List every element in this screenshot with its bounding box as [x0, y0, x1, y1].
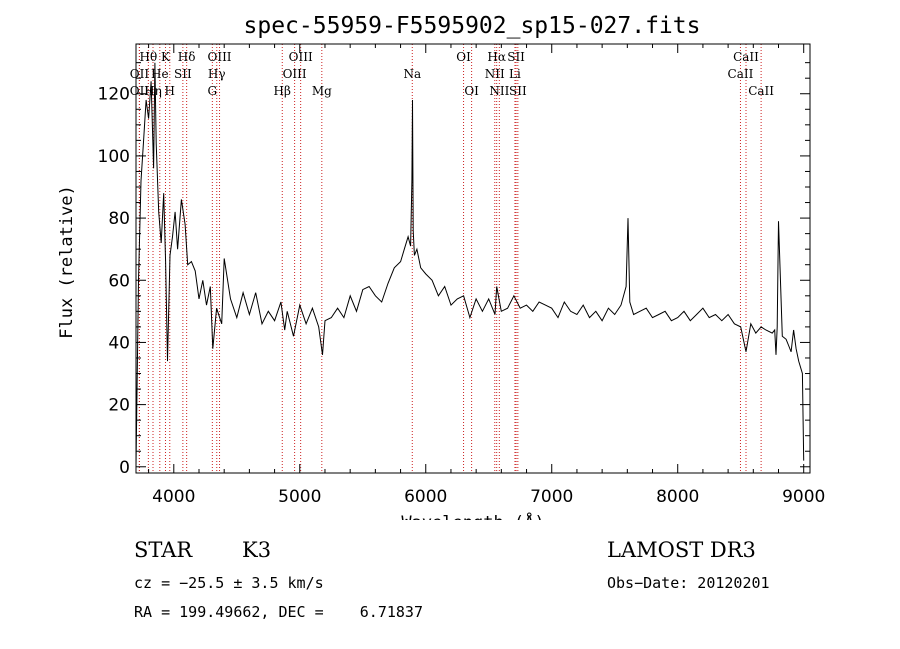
- line-label-13: OIII: [283, 67, 307, 81]
- line-label-11: OIII: [207, 50, 231, 64]
- line-label-27: CaII: [748, 84, 774, 98]
- line-label-8: Hδ: [178, 50, 196, 64]
- line-markers: [138, 44, 762, 473]
- y-tick-label-5: 100: [98, 147, 130, 167]
- line-label-26: CaII: [733, 50, 759, 64]
- x-tick-label-1: 5000: [278, 487, 321, 507]
- line-label-21: NII: [489, 84, 509, 98]
- line-label-17: OI: [456, 50, 471, 64]
- line-label-6: H: [165, 84, 175, 98]
- x-tick-label-5: 9000: [782, 487, 825, 507]
- line-label-1: OII: [130, 67, 150, 81]
- object-subclass: K3: [242, 538, 272, 562]
- line-label-5: K: [161, 50, 171, 64]
- line-label-20: Hα: [487, 50, 506, 64]
- line-label-10: Hγ: [208, 67, 226, 81]
- object-class: STAR: [134, 538, 193, 562]
- line-label-4: He: [151, 67, 169, 81]
- line-label-3: Hη: [144, 84, 162, 98]
- y-tick-label-0: 0: [119, 458, 130, 478]
- line-label-19: NII: [485, 67, 505, 81]
- redshift-info: cz = −25.5 ± 3.5 km/s: [134, 574, 324, 592]
- y-tick-label-2: 40: [108, 333, 130, 353]
- line-label-24: Li: [509, 67, 521, 81]
- y-tick-label-1: 20: [108, 396, 130, 416]
- plot-frame: [135, 43, 811, 474]
- line-labels: HθOIIOIIHηHeKHSIIHδGHγOIIIHβOIIIOIIIMgNa…: [130, 50, 775, 98]
- line-label-25: CaII: [728, 67, 754, 81]
- chart-title: spec-55959-F5595902_sp15-027.fits: [244, 13, 701, 39]
- x-tick-label-0: 4000: [152, 487, 195, 507]
- y-tick-label-3: 60: [108, 271, 130, 291]
- x-tick-label-3: 7000: [530, 487, 573, 507]
- line-label-0: Hθ: [139, 50, 157, 64]
- coordinates: RA = 199.49662, DEC = 6.71837: [134, 603, 423, 621]
- line-label-22: SII: [507, 50, 525, 64]
- spectrum-series: [135, 62, 805, 467]
- line-label-16: Na: [403, 67, 421, 81]
- x-tick-label-4: 8000: [656, 487, 699, 507]
- spectrum-chart: spec-55959-F5595902_sp15-027.fits Hθ OII O…: [57, 13, 825, 520]
- line-label-9: G: [208, 84, 218, 98]
- line-label-7: SII: [174, 67, 192, 81]
- y-axis-label: Flux (relative): [57, 185, 77, 339]
- line-label-18: OI: [464, 84, 479, 98]
- survey-name: LAMOST DR3: [607, 538, 756, 562]
- line-label-15: Mg: [312, 84, 332, 98]
- axis-ticks: 4000 5000 6000 7000 8000 9000 0 20 40 60 80 100 120: [98, 44, 825, 507]
- line-label-14: OIII: [289, 50, 313, 64]
- line-label-12: Hβ: [274, 84, 291, 98]
- line-label-23: SII: [509, 84, 527, 98]
- x-tick-label-2: 6000: [404, 487, 447, 507]
- x-axis-label: Wavelength (Å): [401, 511, 544, 520]
- line-label-2: OII: [130, 84, 150, 98]
- obs-date: Obs−Date: 20120201: [607, 574, 770, 592]
- y-tick-label-6: 120: [98, 85, 130, 105]
- y-tick-label-4: 80: [108, 209, 130, 229]
